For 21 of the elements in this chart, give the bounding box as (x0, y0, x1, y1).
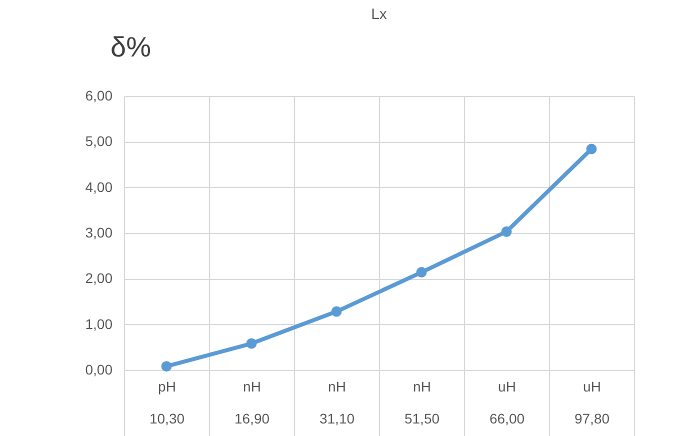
y-tick-label: 2,00 (85, 270, 113, 286)
chart-title: Lx (371, 6, 388, 23)
point (161, 361, 172, 372)
point (586, 144, 597, 154)
point (416, 267, 427, 278)
y-tick-label: 0,00 (85, 362, 113, 378)
x-tick-label: nH 51,50 (404, 378, 440, 426)
y-tick-label: 6,00 (85, 88, 113, 104)
point (246, 338, 257, 349)
y-tick-label: 4,00 (85, 178, 113, 195)
point (331, 306, 342, 317)
y-tick-label: 1,00 (85, 316, 113, 332)
x-tick-label: uH 97,80 (574, 378, 610, 426)
y-tick-label: 5,00 (85, 133, 113, 150)
x-tick-label: pH 10,30 (149, 378, 185, 426)
x-tick-label: nH 16,90 (234, 378, 270, 426)
y-tick-label: 3,00 (85, 224, 113, 240)
point (501, 226, 512, 237)
x-tick-label: uH 66,00 (489, 378, 525, 426)
x-tick-label: nH 31,10 (319, 378, 355, 426)
y-axis-title: δ% (110, 32, 151, 62)
